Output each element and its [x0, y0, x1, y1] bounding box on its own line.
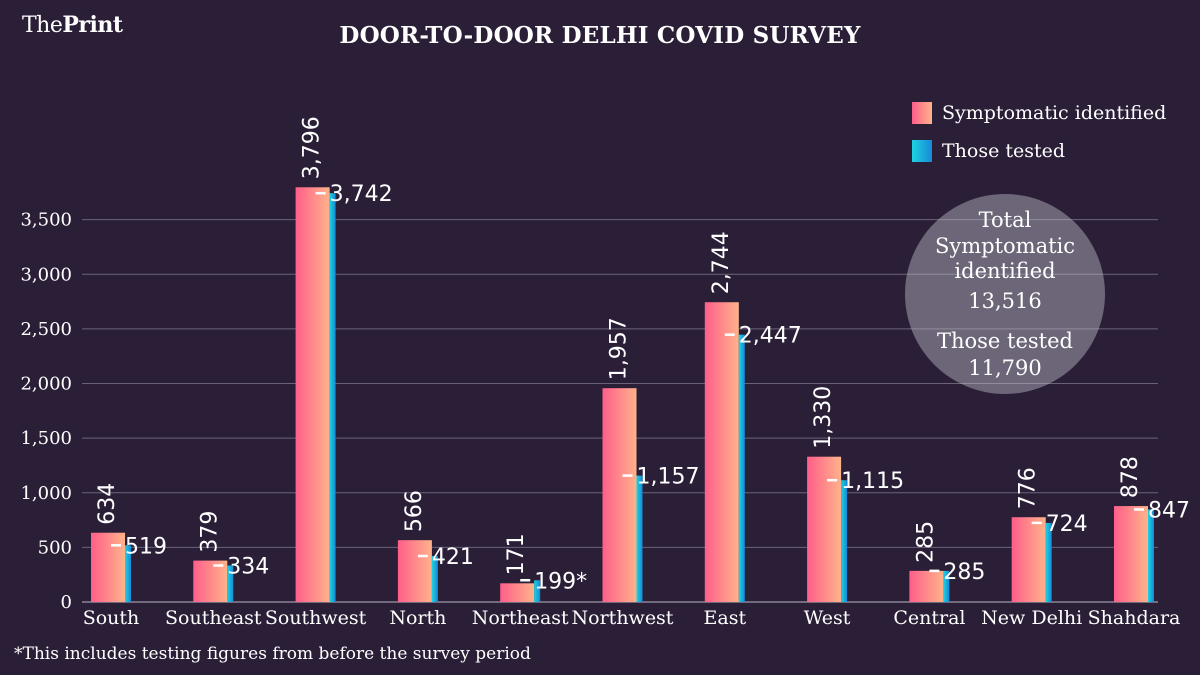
legend-item-symptomatic: Symptomatic identified — [912, 100, 1166, 126]
label-tested-central: 285 — [943, 560, 985, 585]
label-symptomatic-southeast: 379 — [197, 511, 222, 553]
bar-symptomatic-south — [91, 532, 125, 602]
summary-line-symptomatic: Symptomatic — [934, 234, 1076, 258]
label-tested-south: 519 — [125, 534, 167, 559]
footnote: *This includes testing figures from befo… — [14, 644, 531, 664]
summary-total-symptomatic: 13,516 — [968, 289, 1042, 313]
label-tested-new-delhi: 724 — [1046, 512, 1088, 537]
label-symptomatic-south: 634 — [95, 483, 120, 525]
bar-tested-shahdara — [1148, 509, 1154, 602]
y-tick-label-3000: 3,000 — [20, 264, 72, 285]
label-symptomatic-north: 566 — [402, 490, 427, 532]
x-tick-label-southeast: Southeast — [165, 607, 262, 629]
bar-symptomatic-southeast — [193, 560, 228, 602]
chart-legend: Symptomatic identified Those tested — [912, 100, 1166, 176]
y-tick-label-1000: 1,000 — [20, 483, 72, 504]
bar-symptomatic-north — [397, 540, 432, 602]
summary-tested-label: Those tested — [936, 329, 1073, 353]
x-tick-label-southwest: Southwest — [265, 607, 367, 629]
label-symptomatic-shahdara: 878 — [1118, 456, 1143, 498]
bar-tested-southeast — [227, 565, 234, 602]
label-tested-southeast: 334 — [227, 555, 269, 580]
x-tick-label-east: East — [704, 607, 747, 629]
logo-the: The — [22, 13, 63, 38]
bar-tested-east — [738, 334, 745, 602]
bar-symptomatic-central — [909, 570, 944, 602]
summary-line-total: Total — [978, 208, 1032, 232]
legend-label-symptomatic: Symptomatic identified — [942, 102, 1167, 124]
logo-print: Print — [62, 12, 123, 38]
label-tested-northeast: 199* — [534, 569, 587, 594]
label-symptomatic-new-delhi: 776 — [1016, 467, 1041, 509]
legend-swatch-symptomatic — [912, 102, 932, 124]
legend-item-tested: Those tested — [912, 138, 1166, 164]
bar-tested-southwest — [329, 193, 336, 602]
legend-swatch-tested — [912, 140, 932, 162]
x-tick-label-northeast: Northeast — [472, 607, 569, 629]
bar-tested-south — [125, 545, 131, 602]
summary-line-identified: identified — [954, 259, 1056, 283]
label-tested-southwest: 3,742 — [330, 182, 393, 207]
label-tested-shahdara: 847 — [1148, 498, 1190, 523]
label-symptomatic-northwest: 1,957 — [607, 317, 632, 380]
y-tick-label-2500: 2,500 — [20, 319, 72, 340]
brand-logo: ThePrint — [22, 12, 123, 38]
summary-circle: Total Symptomatic identified 13,516 Thos… — [905, 194, 1105, 394]
bar-symptomatic-west — [807, 456, 842, 602]
bar-symptomatic-new-delhi — [1011, 517, 1046, 602]
x-tick-label-northwest: Northwest — [572, 607, 674, 629]
bar-tested-central — [943, 570, 950, 602]
label-symptomatic-southwest: 3,796 — [300, 116, 325, 179]
summary-total-tested: 11,790 — [968, 356, 1042, 380]
label-tested-west: 1,115 — [841, 469, 904, 494]
bar-tested-northeast — [534, 580, 541, 602]
legend-label-tested: Those tested — [942, 140, 1066, 162]
bar-tested-new-delhi — [1045, 522, 1052, 602]
x-tick-label-new-delhi: New Delhi — [981, 607, 1082, 629]
label-symptomatic-east: 2,744 — [709, 231, 734, 294]
label-tested-east: 2,447 — [739, 324, 802, 349]
y-tick-label-3500: 3,500 — [20, 210, 72, 231]
y-tick-label-2000: 2,000 — [20, 374, 72, 395]
bar-symptomatic-east — [704, 302, 739, 602]
x-tick-label-south: South — [83, 607, 140, 629]
bar-symptomatic-northeast — [500, 583, 535, 602]
bar-tested-northwest — [636, 475, 643, 602]
x-tick-label-shahdara: Shahdara — [1088, 607, 1181, 629]
label-symptomatic-northeast: 171 — [504, 533, 529, 575]
y-tick-label-500: 500 — [38, 537, 72, 558]
bar-symptomatic-southwest — [295, 187, 330, 603]
y-tick-label-1500: 1,500 — [20, 428, 72, 449]
label-symptomatic-central: 285 — [913, 521, 938, 563]
bar-symptomatic-shahdara — [1114, 506, 1148, 602]
chart-title: DOOR-TO-DOOR DELHI COVID SURVEY — [339, 22, 861, 49]
x-tick-label-central: Central — [893, 607, 965, 629]
x-tick-label-north: North — [389, 607, 446, 629]
label-tested-northwest: 1,157 — [637, 465, 700, 490]
bar-tested-north — [431, 556, 438, 602]
x-tick-label-west: West — [804, 607, 851, 629]
bar-tested-west — [841, 480, 848, 602]
y-tick-label-0: 0 — [61, 592, 72, 613]
label-symptomatic-west: 1,330 — [811, 386, 836, 449]
bar-symptomatic-northwest — [602, 388, 637, 602]
label-tested-north: 421 — [432, 545, 474, 570]
